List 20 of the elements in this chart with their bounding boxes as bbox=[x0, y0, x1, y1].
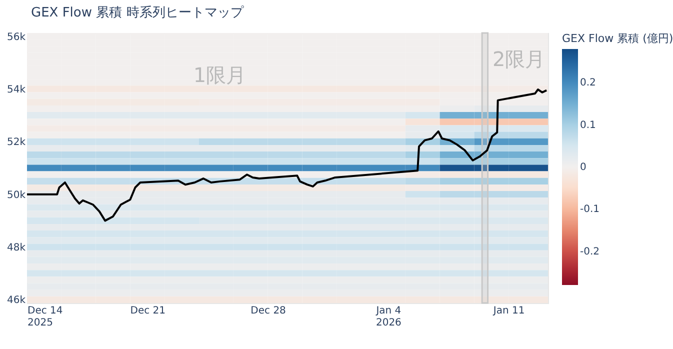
chart-title: GEX Flow 累積 時系列ヒートマップ bbox=[31, 5, 244, 20]
y-tick-label: 46k bbox=[6, 295, 26, 306]
x-tick-label: Dec 21 bbox=[130, 306, 166, 316]
x-tick-label: Jan 4 2026 bbox=[375, 306, 402, 328]
x-tick-label: Dec 14 2025 bbox=[28, 306, 63, 328]
x-tick-label: Jan 11 bbox=[492, 306, 525, 316]
x-tick-label: Dec 28 bbox=[250, 306, 286, 316]
y-tick-label: 52k bbox=[6, 137, 26, 148]
color-bar-label: 0 bbox=[580, 162, 586, 173]
annotation: 2限月 bbox=[492, 47, 546, 71]
color-bar-label: -0.2 bbox=[580, 246, 600, 258]
y-tick-label: 54k bbox=[6, 84, 26, 96]
color-bar-title: GEX Flow 累積 (億円) bbox=[562, 32, 673, 45]
annotation: 1限月 bbox=[193, 63, 246, 88]
color-bar-label: 0.1 bbox=[580, 120, 596, 131]
y-tick-label: 48k bbox=[6, 242, 26, 254]
color-bar-label: 0.2 bbox=[580, 78, 596, 89]
y-tick-label: 50k bbox=[6, 190, 26, 201]
color-bar-label: -0.1 bbox=[580, 204, 600, 216]
y-tick-label: 56k bbox=[6, 32, 26, 43]
